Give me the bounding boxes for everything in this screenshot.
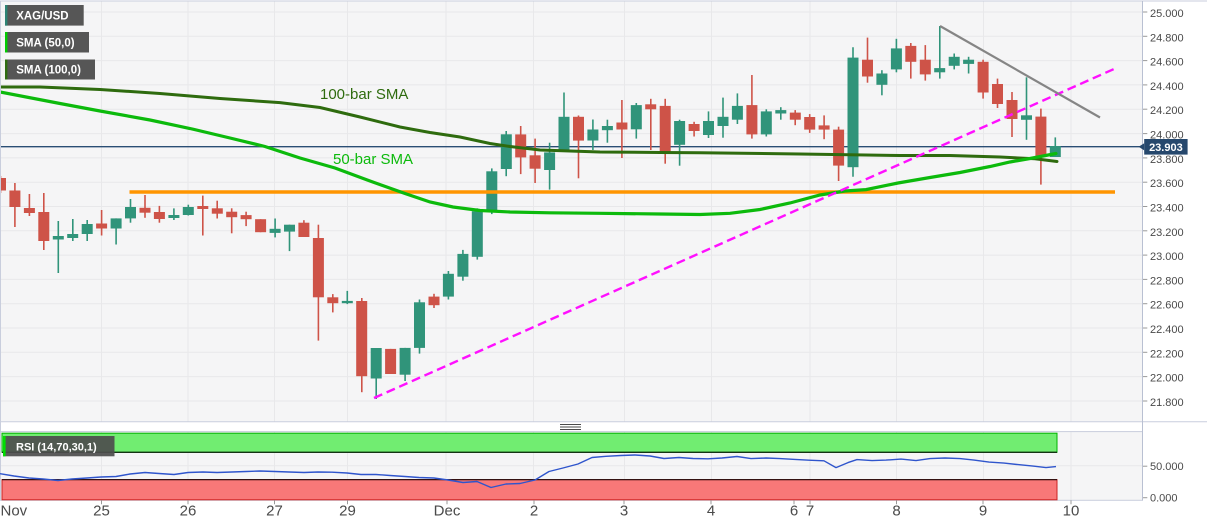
- svg-text:25.000: 25.000: [1150, 8, 1184, 20]
- svg-text:24.000: 24.000: [1150, 130, 1184, 142]
- svg-text:27: 27: [266, 503, 283, 520]
- svg-text:21.800: 21.800: [1150, 397, 1184, 409]
- svg-text:22.600: 22.600: [1150, 300, 1184, 312]
- svg-text:24.600: 24.600: [1150, 57, 1184, 69]
- svg-text:23.800: 23.800: [1150, 154, 1184, 166]
- svg-text:SMA (100,0): SMA (100,0): [16, 65, 81, 77]
- svg-text:23.600: 23.600: [1150, 178, 1184, 190]
- svg-text:Nov: Nov: [1, 503, 28, 520]
- svg-text:0.000: 0.000: [1150, 493, 1178, 505]
- svg-text:6: 6: [790, 503, 798, 520]
- svg-text:50.000: 50.000: [1150, 461, 1184, 473]
- svg-text:23.903: 23.903: [1149, 142, 1183, 154]
- svg-text:29: 29: [339, 503, 356, 520]
- svg-text:23.400: 23.400: [1150, 203, 1184, 215]
- svg-text:RSI (14,70,30,1): RSI (14,70,30,1): [16, 441, 97, 453]
- svg-text:24.800: 24.800: [1150, 32, 1184, 44]
- svg-text:9: 9: [979, 503, 987, 520]
- svg-text:22.000: 22.000: [1150, 373, 1184, 385]
- svg-text:50-bar SMA: 50-bar SMA: [333, 151, 413, 168]
- svg-text:22.400: 22.400: [1150, 324, 1184, 336]
- svg-text:2: 2: [530, 503, 538, 520]
- svg-text:SMA (50,0): SMA (50,0): [16, 37, 75, 49]
- svg-text:Dec: Dec: [434, 503, 461, 520]
- svg-text:24.200: 24.200: [1150, 105, 1184, 117]
- svg-text:XAG/USD: XAG/USD: [16, 10, 68, 22]
- svg-text:8: 8: [892, 503, 900, 520]
- svg-text:23.200: 23.200: [1150, 227, 1184, 239]
- svg-text:25: 25: [93, 503, 110, 520]
- svg-text:23.000: 23.000: [1150, 251, 1184, 263]
- svg-text:4: 4: [707, 503, 715, 520]
- svg-text:3: 3: [620, 503, 628, 520]
- svg-text:7: 7: [806, 503, 814, 520]
- svg-text:24.400: 24.400: [1150, 81, 1184, 93]
- svg-text:100-bar SMA: 100-bar SMA: [320, 86, 408, 103]
- svg-text:22.800: 22.800: [1150, 275, 1184, 287]
- svg-text:22.200: 22.200: [1150, 348, 1184, 360]
- svg-text:26: 26: [180, 503, 197, 520]
- svg-text:10: 10: [1063, 503, 1080, 520]
